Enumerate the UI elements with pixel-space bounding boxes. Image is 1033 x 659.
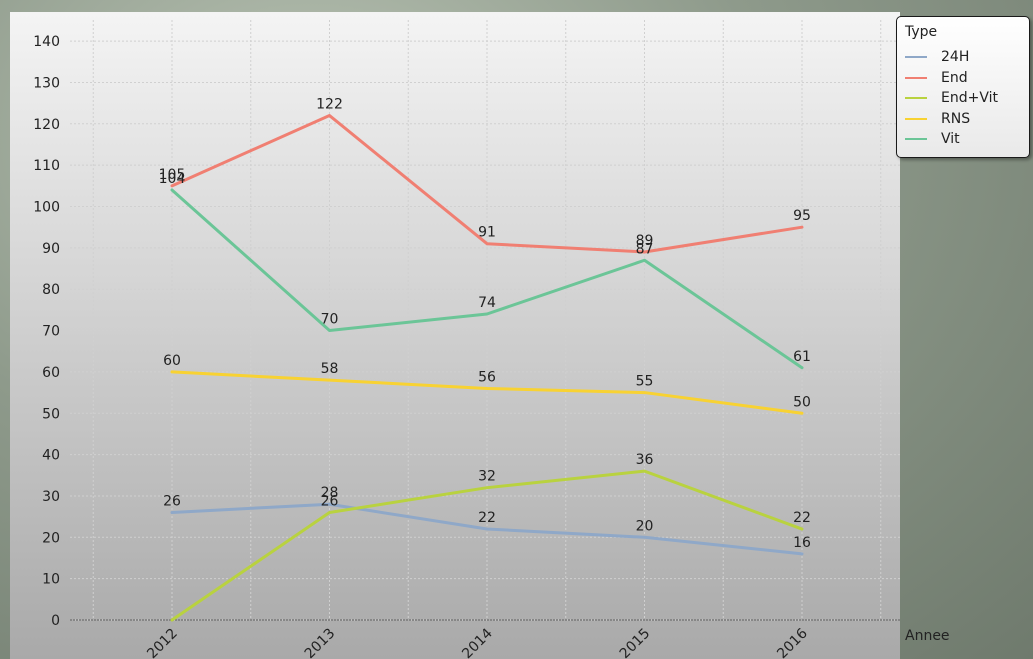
- series-line-24h: [170, 502, 804, 556]
- data-label: 50: [793, 394, 811, 410]
- legend-label: End+Vit: [941, 90, 998, 106]
- data-label: 20: [636, 518, 654, 534]
- data-label: 32: [478, 469, 496, 485]
- legend-item: Vit: [905, 129, 960, 149]
- y-tick-label: 60: [42, 365, 60, 381]
- data-label: 61: [793, 349, 811, 365]
- data-label: 22: [793, 510, 811, 526]
- legend-swatch: [905, 56, 927, 58]
- y-tick-label: 50: [42, 406, 60, 422]
- data-label: 104: [159, 171, 186, 187]
- grid-lines: [70, 20, 900, 621]
- data-label: 16: [793, 535, 811, 551]
- legend-title: Type: [905, 24, 938, 40]
- legend-item: 24H: [905, 47, 969, 67]
- y-tick-label: 10: [42, 572, 60, 588]
- data-label: 58: [321, 361, 339, 377]
- y-tick-label: 110: [33, 158, 60, 174]
- x-axis-label: Annee: [905, 628, 950, 644]
- data-label: 26: [163, 493, 181, 509]
- chart-panel: [10, 12, 900, 659]
- y-tick-label: 100: [33, 200, 60, 216]
- y-tick-label: 0: [51, 613, 60, 629]
- legend-item: End+Vit: [905, 88, 998, 108]
- legend-swatch: [905, 138, 927, 140]
- data-label: 70: [321, 312, 339, 328]
- legend-swatch: [905, 117, 927, 120]
- data-label: 87: [636, 241, 654, 257]
- data-label: 26: [321, 493, 339, 509]
- y-tick-label: 140: [33, 34, 60, 50]
- data-label: 89: [636, 233, 654, 249]
- data-label: 60: [163, 353, 181, 369]
- y-tick-label: 20: [42, 530, 60, 546]
- legend-item: End: [905, 68, 968, 88]
- data-label: 28: [321, 485, 339, 501]
- data-label: 22: [478, 510, 496, 526]
- data-label: 56: [478, 369, 496, 385]
- series-lines: [170, 114, 804, 622]
- legend-item: RNS: [905, 109, 970, 129]
- legend-label: End: [941, 69, 968, 86]
- legend-swatch: [905, 76, 927, 79]
- legend-label: 24H: [941, 49, 970, 65]
- y-tick-label: 80: [42, 282, 60, 298]
- y-tick-label: 30: [42, 489, 60, 505]
- y-tick-label: 120: [33, 117, 60, 133]
- data-label: 91: [478, 225, 496, 241]
- data-label: 122: [316, 97, 343, 113]
- data-label: 74: [478, 295, 496, 311]
- data-label: 55: [636, 374, 654, 390]
- series-line-end: [170, 114, 804, 254]
- legend: Type 24H End End+Vit RNS Vit: [896, 16, 1030, 158]
- legend-label: RNS: [941, 110, 971, 127]
- y-tick-label: 130: [33, 75, 60, 91]
- series-line-end-vit: [170, 469, 804, 622]
- legend-label: Vit: [941, 131, 960, 147]
- data-label: 105: [159, 167, 186, 183]
- data-label: 95: [793, 208, 811, 224]
- y-tick-label: 70: [42, 324, 60, 340]
- y-tick-label: 40: [42, 448, 60, 464]
- series-line-vit: [170, 188, 804, 370]
- y-tick-label: 90: [42, 241, 60, 257]
- legend-swatch: [905, 97, 927, 99]
- series-line-rns: [170, 370, 804, 415]
- data-label: 36: [636, 452, 654, 468]
- y-axis: 0 10 20 30 40 50 60 70 80 90 100 110 120 130 140: [33, 34, 60, 629]
